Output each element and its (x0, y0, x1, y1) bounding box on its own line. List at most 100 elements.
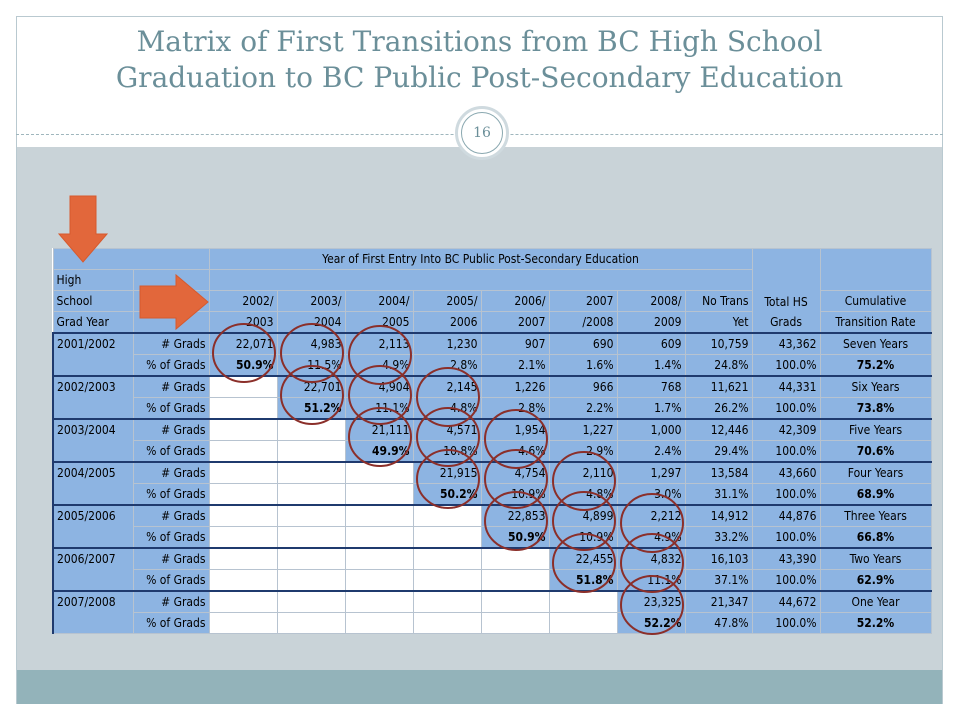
data-cell (276, 526, 346, 549)
no-trans-cell: 37.1% (684, 569, 753, 592)
data-cell: 50.9% (480, 526, 550, 549)
no-trans-cell: 26.2% (684, 397, 753, 420)
data-cell: 51.8% (548, 569, 618, 592)
no-trans-header: No Trans (684, 290, 753, 312)
data-cell (208, 590, 278, 613)
no-trans-cell: 29.4% (684, 440, 753, 463)
span-cell: Five Years (819, 418, 932, 441)
no-trans-cell: 14,912 (684, 504, 753, 527)
data-cell: 10.8% (412, 440, 482, 463)
data-cell (480, 590, 550, 613)
span-cell: Three Years (819, 504, 932, 527)
data-cell (208, 440, 278, 463)
data-cell (344, 504, 414, 527)
table-row: % of Grads 52.2% 47.8% 100.0% 52.2% (53, 612, 932, 634)
data-cell: 907 (480, 332, 550, 355)
data-cell: 2,212 (616, 504, 686, 527)
data-cell: 4,904 (344, 375, 414, 398)
data-cell (208, 526, 278, 549)
data-cell (412, 504, 482, 527)
data-cell: 11.5% (276, 354, 346, 377)
rate-cell: 68.9% (819, 483, 932, 506)
header-gap (208, 269, 753, 291)
entry-year-header: 2005 (344, 311, 414, 334)
footer-band (17, 670, 942, 704)
data-cell: 1.4% (616, 354, 686, 377)
transition-matrix-table: Year of First Entry Into BC Public Post-… (52, 248, 932, 634)
data-cell (208, 483, 278, 506)
data-cell: 2.8% (412, 354, 482, 377)
data-cell (412, 612, 482, 634)
rate-cell: 70.6% (819, 440, 932, 463)
table-row: % of Grads 50.9% 11.5% 4.9% 2.8% 2.1% 1.6% 1.4%… (53, 354, 932, 377)
data-cell (548, 612, 618, 634)
data-cell: 2.9% (548, 440, 618, 463)
data-cell: 10.9% (480, 483, 550, 506)
data-cell: 50.2% (412, 483, 482, 506)
data-cell (480, 612, 550, 634)
data-cell (344, 569, 414, 592)
data-cell: 4,983 (276, 332, 346, 355)
row-header-gap (132, 290, 210, 312)
entry-year-header: 2003/ (276, 290, 346, 312)
total-cell: 100.0% (751, 354, 821, 377)
data-cell: 49.9% (344, 440, 414, 463)
total-cell: 100.0% (751, 612, 821, 634)
grad-year-cell: 2004/2005 (52, 461, 134, 506)
data-cell (208, 397, 278, 420)
data-cell (344, 461, 414, 484)
data-cell (276, 590, 346, 613)
data-cell: 609 (616, 332, 686, 355)
total-cell: 100.0% (751, 526, 821, 549)
total-cell: 43,660 (751, 461, 821, 484)
data-cell: 11.1% (616, 569, 686, 592)
table-row: % of Grads 51.2% 11.1% 4.8% 2.8% 2.2% 1.7% 26.2… (53, 397, 932, 420)
data-cell (276, 483, 346, 506)
entry-year-header: 2005/ (412, 290, 482, 312)
data-cell: 690 (548, 332, 618, 355)
data-cell: 2.4% (616, 440, 686, 463)
data-cell (548, 590, 618, 613)
total-cell: 44,672 (751, 590, 821, 613)
no-trans-cell: 24.8% (684, 354, 753, 377)
data-cell (276, 504, 346, 527)
data-cell (412, 526, 482, 549)
table-row: % of Grads 51.8% 11.1% 37.1% 100.0% 62.9% (53, 569, 932, 592)
metric-label: # Grads (132, 590, 210, 613)
metric-label: % of Grads (132, 397, 210, 420)
total-header-spacer: Total HS Grads (751, 248, 821, 334)
data-cell: 2.2% (548, 397, 618, 420)
row-header-line-1: High (52, 269, 134, 291)
entry-year-header: /2008 (548, 311, 618, 334)
data-cell (344, 526, 414, 549)
entry-year-header: 2003 (208, 311, 278, 334)
total-cell: 42,309 (751, 418, 821, 441)
grad-year-cell: 2007/2008 (52, 590, 134, 634)
total-cell: 100.0% (751, 440, 821, 463)
data-cell: 2,113 (344, 332, 414, 355)
table-row: 2005/2006 # Grads 22,853 4,899 2,212 14,912 44… (52, 504, 932, 549)
total-header-line-2: Grads (770, 315, 802, 329)
data-cell (344, 483, 414, 506)
data-cell: 50.9% (208, 354, 278, 377)
rate-cell: 52.2% (819, 612, 932, 634)
data-cell: 2,110 (548, 461, 618, 484)
data-cell (208, 418, 278, 441)
data-cell: 4,754 (480, 461, 550, 484)
data-cell: 22,701 (276, 375, 346, 398)
table-row: 2006/2007 # Grads 22,455 4,832 16,103 43,390 T… (52, 547, 932, 592)
total-cell: 100.0% (751, 397, 821, 420)
data-cell: 1,227 (548, 418, 618, 441)
span-cell: Four Years (819, 461, 932, 484)
data-cell (344, 547, 414, 570)
entry-year-header: 2006/ (480, 290, 550, 312)
table-row: 2003/2004 # Grads 21,111 4,571 1,954 1,227 1,0… (52, 418, 932, 463)
total-cell: 100.0% (751, 483, 821, 506)
data-cell: 3.0% (616, 483, 686, 506)
grad-year-cell: 2005/2006 (52, 504, 134, 549)
total-header-line-1: Total HS (764, 295, 808, 309)
span-cell: One Year (819, 590, 932, 613)
rate-cell: 75.2% (819, 354, 932, 377)
data-cell (276, 461, 346, 484)
no-trans-header: Yet (684, 311, 753, 334)
